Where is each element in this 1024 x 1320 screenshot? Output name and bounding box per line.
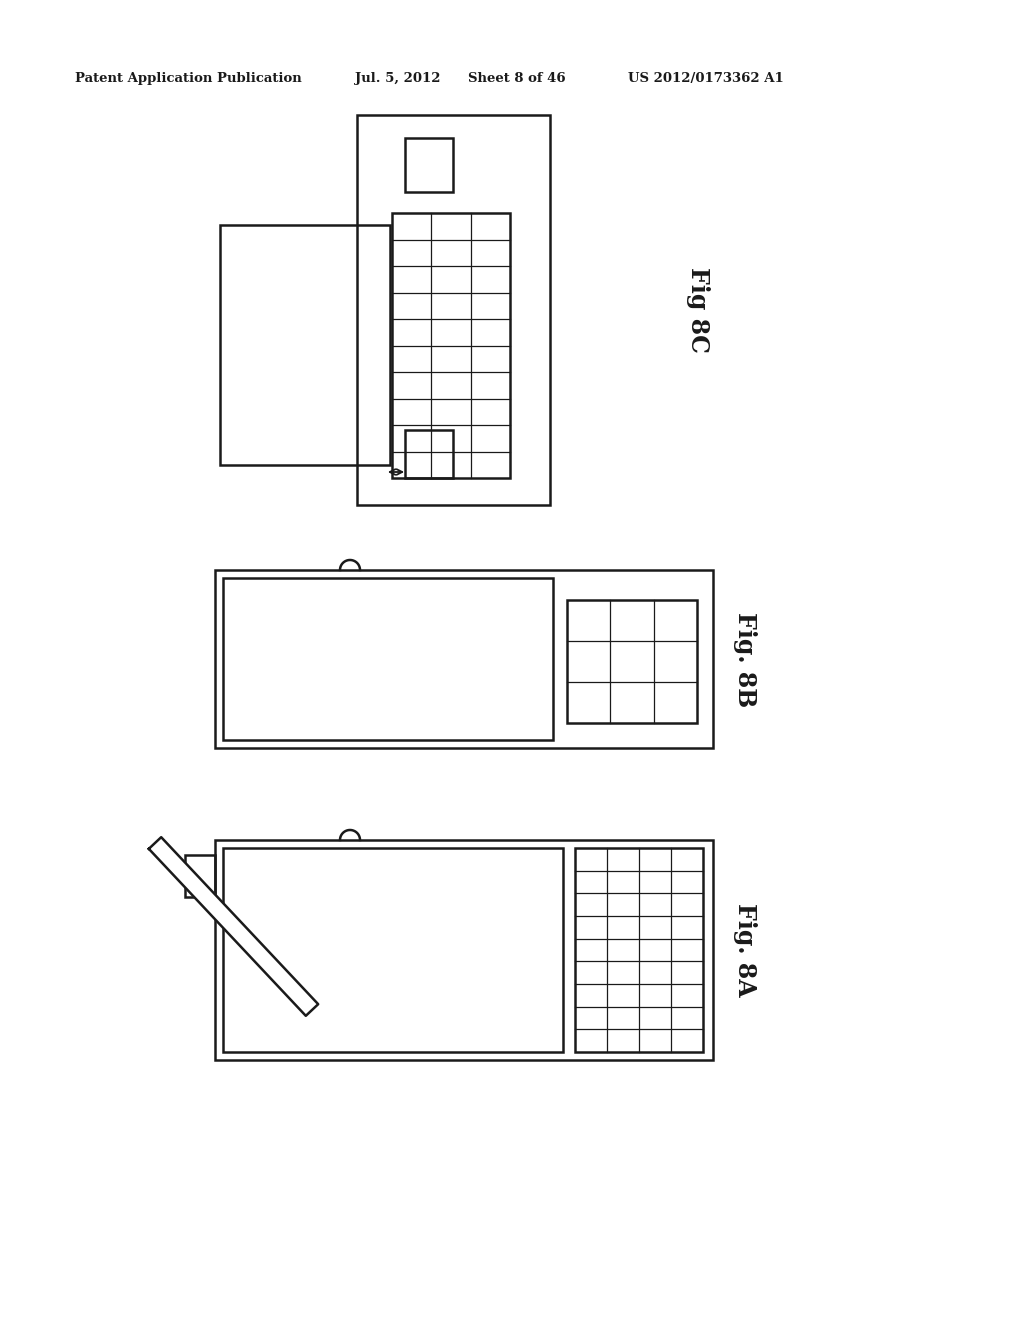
Bar <box>406 430 453 478</box>
Text: US 2012/0173362 A1: US 2012/0173362 A1 <box>628 73 783 84</box>
Bar <box>567 601 697 723</box>
Text: Fig. 8A: Fig. 8A <box>733 903 757 997</box>
Polygon shape <box>148 837 318 1016</box>
Bar <box>575 847 703 1052</box>
Text: Jul. 5, 2012: Jul. 5, 2012 <box>355 73 440 84</box>
Bar <box>220 224 390 465</box>
Bar <box>215 840 713 1060</box>
Text: Fig 8C: Fig 8C <box>686 267 710 352</box>
Bar <box>357 115 550 506</box>
Text: Fig. 8B: Fig. 8B <box>733 612 757 708</box>
Bar <box>223 847 563 1052</box>
Bar <box>406 139 453 191</box>
Text: Sheet 8 of 46: Sheet 8 of 46 <box>468 73 565 84</box>
Bar <box>392 213 510 478</box>
Text: Patent Application Publication: Patent Application Publication <box>75 73 302 84</box>
Bar <box>223 578 553 741</box>
Bar <box>185 855 215 898</box>
Bar <box>215 570 713 748</box>
